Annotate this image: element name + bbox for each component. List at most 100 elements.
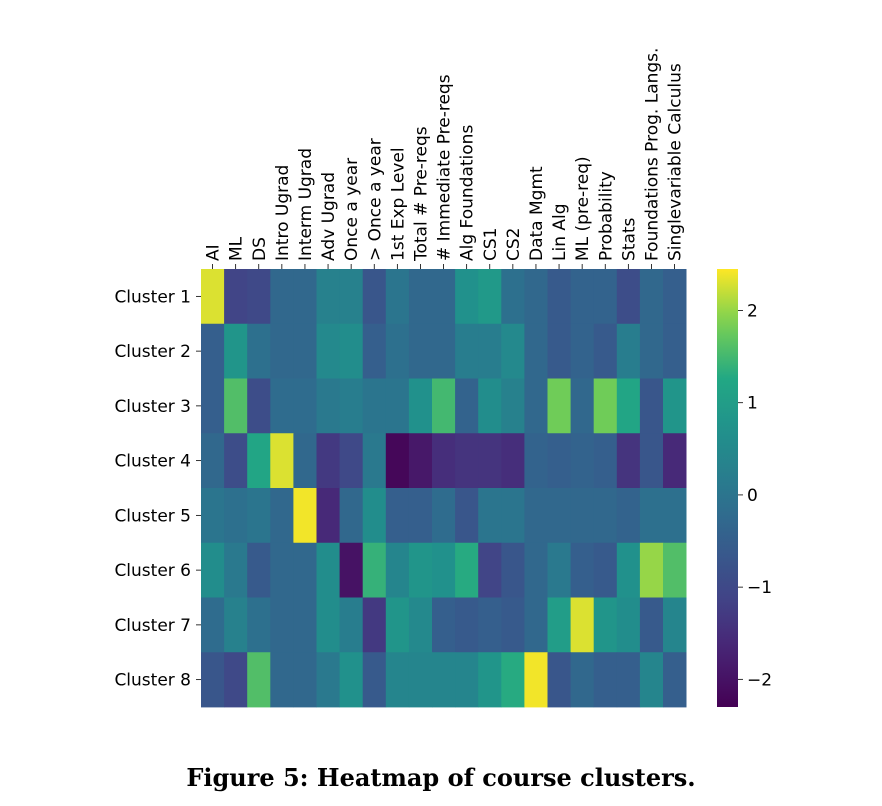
heatmap-cell (570, 323, 595, 379)
heatmap-cell (524, 542, 548, 598)
heatmap-cell (385, 269, 410, 325)
column-label: ML (pre-req) (573, 156, 593, 261)
heatmap-cell (570, 652, 595, 708)
heatmap-cell (270, 652, 294, 708)
heatmap-cell (408, 488, 433, 544)
heatmap-cell (663, 542, 687, 598)
heatmap-cell (339, 542, 364, 598)
heatmap-cell (362, 323, 387, 379)
heatmap-cell (639, 433, 664, 489)
heatmap-cell (570, 269, 595, 325)
column-label: CS1 (481, 228, 501, 261)
row-label: Cluster 7 (114, 616, 191, 636)
heatmap-cell (408, 323, 433, 379)
heatmap-cell (408, 652, 433, 708)
heatmap-cell (247, 652, 271, 708)
heatmap-cell (593, 378, 618, 434)
heatmap-cell (201, 597, 225, 653)
column-label: AI (204, 244, 224, 261)
heatmap-cell (547, 323, 571, 379)
row-label: Cluster 5 (114, 506, 191, 526)
heatmap-cell (639, 378, 664, 434)
heatmap-cell (224, 433, 248, 489)
heatmap-cell (270, 433, 294, 489)
heatmap-cell (316, 323, 340, 379)
column-label: # Immediate Pre-reqs (435, 74, 455, 261)
heatmap-cell (616, 269, 641, 325)
heatmap-cell (524, 323, 548, 379)
column-label: Adv Ugrad (319, 172, 339, 261)
heatmap-cell (455, 269, 479, 325)
heatmap-cell (385, 433, 410, 489)
heatmap-cell (201, 378, 225, 434)
heatmap-cell (270, 597, 294, 653)
heatmap-cell (201, 542, 225, 598)
heatmap-cell (270, 323, 294, 379)
heatmap-cell (316, 597, 340, 653)
heatmap-cell (224, 269, 248, 325)
column-label: ML (227, 236, 247, 261)
heatmap-cell (478, 323, 502, 379)
heatmap-cell (201, 323, 225, 379)
heatmap-cell (339, 378, 364, 434)
heatmap-cell (385, 488, 410, 544)
heatmap-cell (501, 323, 525, 379)
row-label: Cluster 8 (114, 671, 191, 691)
heatmap-cell (432, 269, 456, 325)
heatmap-cell (362, 433, 387, 489)
heatmap-cell (432, 542, 456, 598)
heatmap-cell (247, 323, 271, 379)
heatmap-cell (616, 323, 641, 379)
heatmap-cell (293, 378, 317, 434)
heatmap-cell (385, 597, 410, 653)
heatmap-cell (639, 542, 664, 598)
heatmap-cell (616, 488, 641, 544)
column-label: Probability (596, 171, 616, 261)
heatmap-cell (663, 323, 687, 379)
heatmap-cell (478, 652, 502, 708)
heatmap-cell (570, 597, 595, 653)
heatmap-cell (593, 652, 618, 708)
heatmap-cell (501, 652, 525, 708)
column-label: Stats (619, 217, 639, 261)
heatmap-cell (455, 488, 479, 544)
heatmap-cell (293, 597, 317, 653)
heatmap-cell (455, 542, 479, 598)
heatmap-cell (524, 652, 548, 708)
heatmap-cell (293, 542, 317, 598)
heatmap-cell (547, 597, 571, 653)
column-label: Data Mgmt (527, 166, 547, 261)
row-label: Cluster 4 (114, 452, 191, 472)
heatmap-cell (224, 597, 248, 653)
heatmap-cell (408, 542, 433, 598)
heatmap-cell (224, 488, 248, 544)
heatmap-cell (385, 652, 410, 708)
heatmap-cell (455, 652, 479, 708)
heatmap-cell (593, 542, 618, 598)
heatmap-cell (639, 652, 664, 708)
heatmap-cell (316, 652, 340, 708)
heatmap-cell (501, 433, 525, 489)
heatmap-cell (270, 488, 294, 544)
heatmap-cell (362, 378, 387, 434)
heatmap-cell (593, 323, 618, 379)
heatmap-cell (593, 433, 618, 489)
heatmap-cell (639, 597, 664, 653)
heatmap-cell (339, 323, 364, 379)
row-label: Cluster 3 (114, 397, 191, 417)
heatmap-cell (362, 597, 387, 653)
heatmap-cell (524, 488, 548, 544)
heatmap-cell (663, 597, 687, 653)
column-label: Lin Alg (550, 203, 570, 261)
heatmap-cell (616, 433, 641, 489)
column-label: Intro Ugrad (273, 165, 293, 261)
heatmap-chart: Cluster 1 Cluster 2 Cluster 3 Cluster 4 Clus… (114, 48, 772, 708)
heatmap-cell (316, 378, 340, 434)
heatmap-cell (478, 597, 502, 653)
heatmap-cell (432, 488, 456, 544)
heatmap-cell (547, 269, 571, 325)
heatmap-cell (432, 378, 456, 434)
heatmap-cell (570, 488, 595, 544)
heatmap-cell (362, 652, 387, 708)
row-label: Cluster 6 (114, 561, 191, 581)
